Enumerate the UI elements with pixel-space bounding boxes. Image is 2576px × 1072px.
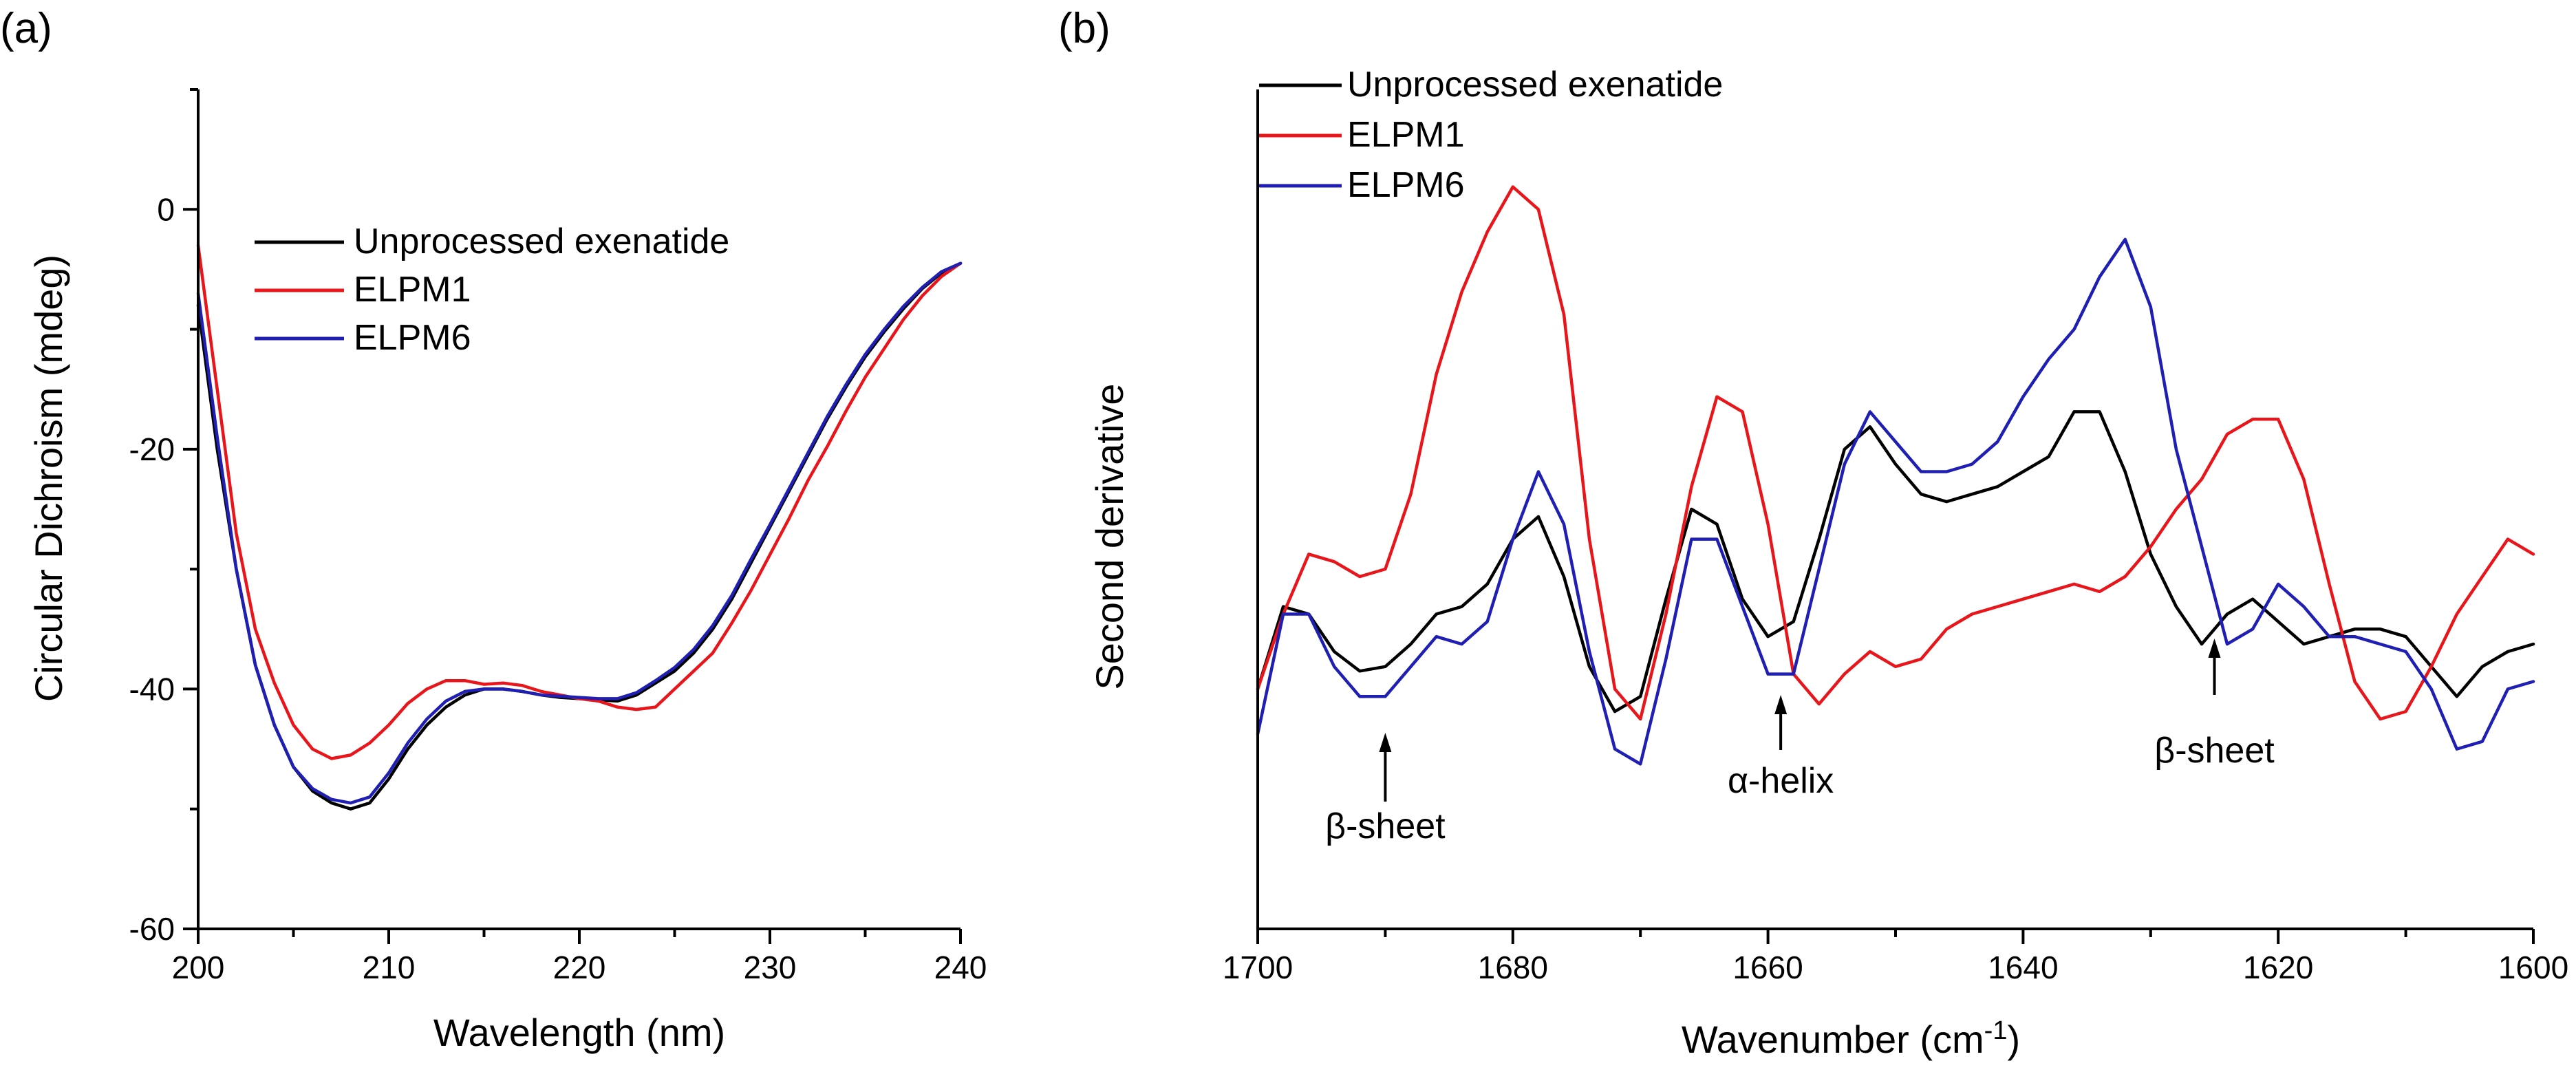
annotation-arrow-head [1379,733,1392,752]
panel-b-legend: Unprocessed exenatide ELPM1 ELPM6 [1259,65,1723,205]
panel-a-chart: (a) 200 210 220 230 240 -60 -40 -20 0 Wavelength… [0,5,987,1054]
panel-a-x-tick-label: 240 [934,950,987,985]
panel-b-x-axis-title-suffix: ) [2007,1018,2020,1061]
panel-a-ticks: 200 210 220 230 240 -60 -40 -20 0 [129,88,987,985]
panel-b-legend-label-unprocessed-exenatide: Unprocessed exenatide [1347,65,1723,105]
panel-b-x-tick-label: 1700 [1223,950,1293,985]
panel-b-x-tick-label: 1620 [2243,950,2313,985]
panel-a-series-elpm1 [196,244,963,760]
panel-b-axes [1256,89,2533,930]
panel-a-plot-area [196,244,963,811]
panel-a-x-tick-label: 230 [744,950,797,985]
panel-b-chart: (b) 1700 1680 1660 1640 1620 1600 Wavenumber … [1058,5,2568,1061]
panel-a-y-tick-label: 0 [157,191,175,227]
panel-b-x-tick-label: 1660 [1732,950,1803,985]
panel-b-label: (b) [1058,5,1110,52]
panel-b-legend-label-elpm1: ELPM1 [1347,115,1465,155]
panel-a-y-axis-title: Circular Dichroism (mdeg) [27,255,70,702]
annotation-arrow-head [2208,639,2221,658]
annotation-label: β-sheet [1325,806,1446,846]
panel-b-x-axis-title: Wavenumber (cm-1) [1682,1016,2020,1061]
panel-b-ticks: 1700 1680 1660 1640 1620 1600 [1223,929,2568,985]
panel-b-y-axis-title: Second derivative [1088,383,1131,689]
panel-a-y-tick-label: -40 [129,671,175,707]
panel-b-x-tick-label: 1600 [2498,950,2568,985]
panel-b-x-axis-title-main: Wavenumber (cm [1682,1018,1984,1061]
panel-a-axes [197,89,960,930]
panel-a-legend: Unprocessed exenatide ELPM1 ELPM6 [255,222,729,358]
panel-a-legend-label-elpm1: ELPM1 [354,270,471,310]
panel-b-series-elpm6 [1256,237,2535,766]
panel-a-y-tick-label: -60 [129,911,175,947]
annotation-label: β-sheet [2154,731,2275,771]
panel-b-series-unprocessed-exenatide [1256,410,2535,714]
panel-b-x-tick-label: 1680 [1478,950,1548,985]
annotation-arrow-head [1774,695,1788,714]
panel-a-y-tick-label: -20 [129,431,175,467]
panel-b-series-elpm1 [1256,185,2535,721]
panel-a-x-tick-label: 200 [172,950,225,985]
panel-b-x-tick-label: 1640 [1988,950,2058,985]
panel-a-x-tick-label: 210 [363,950,416,985]
panel-a-legend-label-elpm6: ELPM6 [354,318,471,358]
panel-b-annotations: β-sheet α-helix β-sheet [1325,639,2275,846]
panel-a-legend-label-unprocessed-exenatide: Unprocessed exenatide [354,222,729,261]
panel-b-x-axis-title-superscript: -1 [1984,1016,2008,1045]
annotation-label: α-helix [1728,761,1834,801]
panel-b-plot-area [1256,185,2535,766]
panel-a-series-elpm6 [196,261,963,805]
panel-a-x-axis-title: Wavelength (nm) [433,1011,725,1054]
panel-a-series-unprocessed-exenatide [196,261,963,811]
panel-a-x-tick-label: 220 [553,950,606,985]
panel-b-legend-label-elpm6: ELPM6 [1347,165,1465,205]
panel-a-label: (a) [0,5,52,52]
